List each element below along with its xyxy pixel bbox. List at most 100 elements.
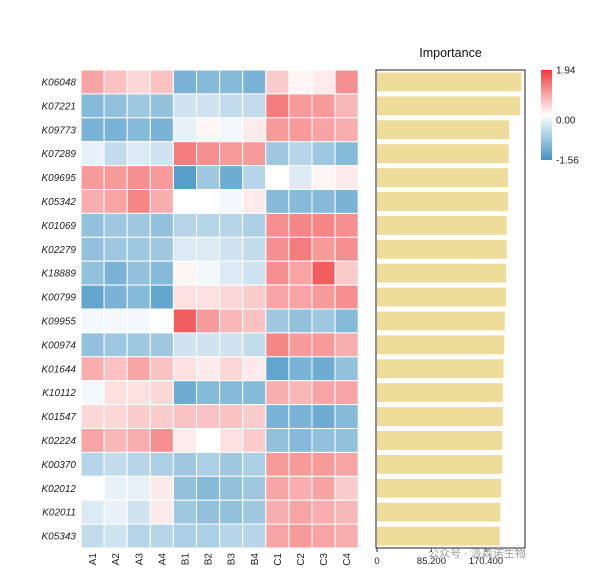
bar-axis-tick-label: 85.200 xyxy=(417,556,446,567)
heatmap-cell xyxy=(103,212,128,238)
heatmap-cell xyxy=(126,165,151,191)
importance-bar xyxy=(377,526,500,546)
heatmap-cell xyxy=(149,523,174,549)
row-labels: K06048 K07221 K09773 K07289 K09695 K05342 K010… xyxy=(42,77,77,542)
heatmap-cell xyxy=(311,236,336,262)
importance-bar xyxy=(377,359,504,379)
heatmap-cell xyxy=(196,332,221,358)
heatmap-cell xyxy=(311,523,336,549)
heatmap-cell xyxy=(80,165,105,191)
heatmap-cell xyxy=(265,404,290,430)
heatmap-cell xyxy=(265,451,290,477)
heatmap-cell xyxy=(219,189,244,214)
heatmap-cell xyxy=(196,428,221,453)
heatmap-cell xyxy=(80,93,105,119)
heatmap-cell xyxy=(334,117,359,143)
heatmap-cell xyxy=(172,260,197,286)
heatmap-cell xyxy=(311,380,336,406)
heatmap-cell xyxy=(265,428,290,453)
heatmap-cell xyxy=(311,404,336,430)
heatmap-cell xyxy=(80,117,105,143)
heatmap-cell xyxy=(334,189,359,214)
heatmap-cell xyxy=(80,69,105,95)
row-label: K07289 xyxy=(42,149,77,160)
bar-axis-ticks: 0 85.200 170.400 xyxy=(374,548,503,567)
heatmap-cell xyxy=(219,165,244,191)
heatmap-cell xyxy=(334,332,359,358)
bar-axis-tick-label: 0 xyxy=(374,556,379,567)
heatmap-cell xyxy=(149,475,174,501)
heatmap-cell xyxy=(334,93,359,119)
importance-bar xyxy=(377,478,501,498)
heatmap-cell xyxy=(334,451,359,477)
heatmap-cell xyxy=(219,284,244,310)
heatmap-cell xyxy=(103,475,128,501)
heatmap-cell xyxy=(311,165,336,191)
heatmap-cell xyxy=(219,117,244,143)
row-label: K02011 xyxy=(42,508,76,519)
heatmap-cell xyxy=(219,332,244,358)
heatmap-cell xyxy=(334,428,359,453)
heatmap-cell xyxy=(196,212,221,238)
row-label: K07221 xyxy=(42,101,76,112)
heatmap-cell xyxy=(172,284,197,310)
heatmap-cell xyxy=(265,236,290,262)
column-label: A3 xyxy=(134,553,145,566)
heatmap-cell xyxy=(103,356,128,382)
heatmap-cell xyxy=(196,69,221,95)
heatmap-cell xyxy=(149,141,174,167)
heatmap-cell xyxy=(172,523,197,549)
importance-bar xyxy=(377,407,503,426)
heatmap-cell xyxy=(265,212,290,238)
column-labels: A1 A2 A3 A4 B1 B2 B3 B4 C1 C2 C3 C4 xyxy=(88,553,353,566)
heatmap-cell xyxy=(126,356,151,382)
column-label: B1 xyxy=(180,553,191,566)
column-label: C1 xyxy=(273,553,284,566)
heatmap-cell xyxy=(196,117,221,143)
column-label: C3 xyxy=(319,553,330,566)
heatmap-cell xyxy=(196,189,221,214)
heatmap-cell xyxy=(149,69,174,95)
heatmap-cell xyxy=(265,165,290,191)
watermark: 公众号 · 派森诺生物 xyxy=(428,546,526,560)
heatmap-cell xyxy=(103,380,128,406)
legend-label-mid: 0.00 xyxy=(556,115,576,126)
heatmap-cell xyxy=(334,284,359,310)
heatmap-cell xyxy=(149,93,174,119)
heatmap-cell xyxy=(311,356,336,382)
heatmap-cell xyxy=(265,69,290,95)
heatmap-cell xyxy=(196,284,221,310)
heatmap-cell xyxy=(242,523,267,549)
heatmap-cell xyxy=(172,404,197,430)
heatmap-cell xyxy=(288,451,313,477)
row-label: K00974 xyxy=(42,340,77,351)
heatmap-cell xyxy=(288,356,313,382)
importance-bar xyxy=(377,383,503,403)
importance-bar xyxy=(377,168,509,187)
heatmap-cell xyxy=(334,212,359,238)
heatmap-cell xyxy=(334,260,359,286)
heatmap-cell xyxy=(242,141,267,167)
heatmap-cell xyxy=(242,117,267,143)
heatmap-cell xyxy=(219,451,244,477)
heatmap-cell xyxy=(126,404,151,430)
heatmap-cell xyxy=(126,236,151,262)
importance-bar xyxy=(377,144,509,164)
heatmap-cell xyxy=(288,308,313,334)
heatmap-cell xyxy=(288,499,313,525)
bar-axis-tick-label: 170.400 xyxy=(469,556,503,567)
heatmap-cell xyxy=(80,284,105,310)
heatmap-cell xyxy=(196,165,221,191)
column-label: B2 xyxy=(204,553,215,566)
row-label: K01644 xyxy=(42,364,77,375)
heatmap-cell xyxy=(334,236,359,262)
heatmap-cell xyxy=(219,499,244,525)
heatmap-cell xyxy=(288,404,313,430)
heatmap-cell xyxy=(242,284,267,310)
heatmap-cell xyxy=(172,69,197,95)
heatmap-cell xyxy=(288,141,313,167)
heatmap-cell xyxy=(219,69,244,95)
heatmap-cell xyxy=(242,212,267,238)
heatmap-cell xyxy=(103,451,128,477)
